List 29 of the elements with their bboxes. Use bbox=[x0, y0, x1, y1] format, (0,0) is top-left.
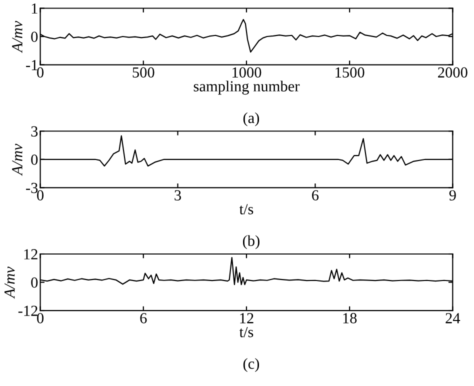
x-axis-title: sampling number bbox=[194, 80, 300, 95]
x-tick-label: 1500 bbox=[336, 67, 364, 78]
y-tick-label: 0 bbox=[31, 154, 38, 165]
y-axis-title: A/mv bbox=[12, 144, 22, 176]
y-tick-label: 12 bbox=[24, 249, 38, 260]
text: (b) bbox=[242, 235, 260, 250]
x-tick-label: 6 bbox=[140, 313, 147, 324]
x-tick-label: 3 bbox=[174, 190, 181, 200]
y-tick-label: -3 bbox=[26, 182, 38, 194]
x-axis-title: t/s bbox=[239, 326, 254, 338]
y-axis-title: A/mv bbox=[4, 266, 15, 299]
x-axis-title: t/s bbox=[239, 204, 254, 214]
x-tick-label: 6 bbox=[312, 190, 319, 200]
y-tick-label: 0 bbox=[31, 277, 38, 288]
y-axis-title: A/mv bbox=[12, 20, 22, 54]
x-tick-label: 500 bbox=[132, 67, 154, 78]
x-tick-label: 12 bbox=[240, 313, 254, 324]
y-tick-label: 1 bbox=[32, 3, 38, 14]
x-tick-label: 24 bbox=[446, 313, 460, 324]
y-tick-label: -12 bbox=[18, 306, 38, 316]
y-tick-label: 0 bbox=[31, 32, 38, 42]
y-tick-label: 3 bbox=[31, 126, 38, 137]
x-tick-label: 2000 bbox=[438, 67, 468, 78]
x-tick-label: 9 bbox=[449, 190, 456, 200]
y-tick-label: -1 bbox=[26, 60, 38, 70]
x-tick-label: 1000 bbox=[232, 67, 262, 78]
text: (a) bbox=[243, 112, 260, 126]
x-tick-label: 18 bbox=[343, 313, 357, 324]
text: (c) bbox=[243, 358, 260, 372]
